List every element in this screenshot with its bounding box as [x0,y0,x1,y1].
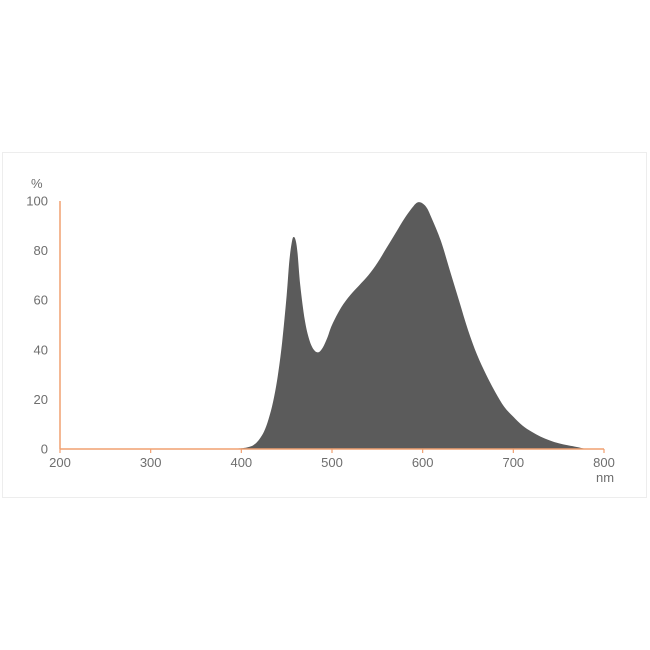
spectrum-area [223,202,586,449]
y-tick-label-40: 40 [34,342,48,357]
y-tick-label-0: 0 [41,442,48,457]
x-tick-label-500: 500 [321,455,343,470]
x-tick-label-700: 700 [502,455,524,470]
y-tick-label-20: 20 [34,392,48,407]
y-tick-label-60: 60 [34,293,48,308]
x-axis-unit-label: nm [596,470,614,485]
x-tick-label-300: 300 [140,455,162,470]
x-tick-labels: 200 300 400 500 600 700 800 [49,455,615,470]
y-tick-label-100: 100 [26,194,48,209]
spectrum-chart: 200 300 400 500 600 700 800 0 20 40 60 80 100 % nm [26,176,615,485]
x-tick-marks [59,449,605,453]
chart-panel: 200 300 400 500 600 700 800 0 20 40 60 80 100 % nm [2,152,647,498]
y-tick-label-80: 80 [34,243,48,258]
y-tick-labels: 0 20 40 60 80 100 [26,194,48,457]
x-tick-label-800: 800 [593,455,615,470]
x-tick-label-400: 400 [230,455,252,470]
y-axis-unit-label: % [31,176,43,191]
x-tick-label-600: 600 [412,455,434,470]
x-tick-label-200: 200 [49,455,71,470]
